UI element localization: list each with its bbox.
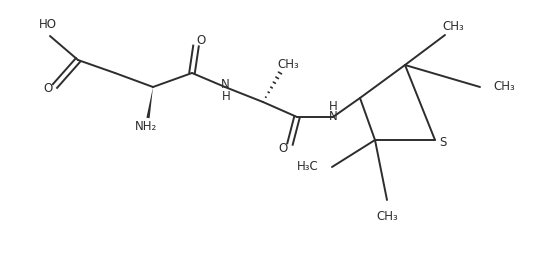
Text: CH₃: CH₃: [376, 210, 398, 223]
Text: O: O: [278, 141, 288, 155]
Text: N: N: [221, 78, 229, 90]
Text: O: O: [43, 83, 53, 95]
Text: CH₃: CH₃: [493, 81, 515, 94]
Text: O: O: [197, 34, 206, 46]
Text: H₃C: H₃C: [297, 160, 319, 174]
Text: H: H: [222, 90, 231, 104]
Text: HO: HO: [39, 18, 57, 31]
Polygon shape: [147, 87, 153, 118]
Text: CH₃: CH₃: [442, 20, 464, 34]
Text: S: S: [439, 137, 447, 150]
Text: CH₃: CH₃: [277, 57, 299, 71]
Text: NH₂: NH₂: [135, 120, 157, 134]
Text: H: H: [329, 101, 338, 113]
Text: N: N: [329, 111, 338, 123]
